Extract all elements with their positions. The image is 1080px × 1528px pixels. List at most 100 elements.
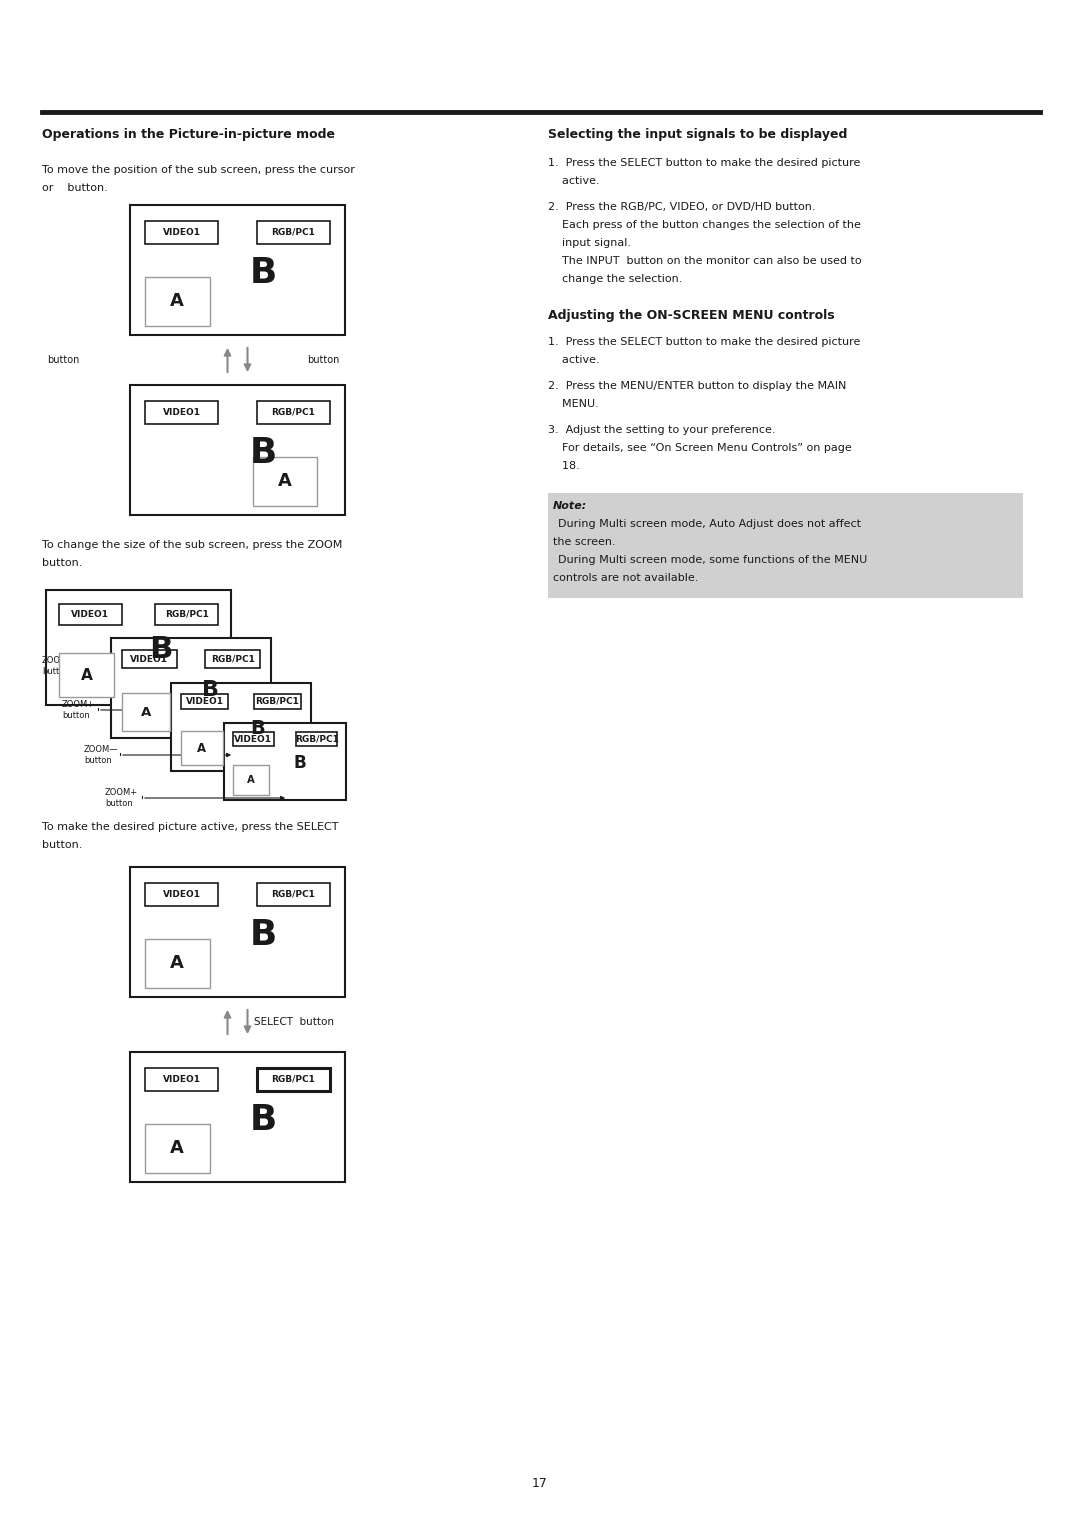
Text: B: B	[249, 1103, 276, 1137]
Text: RGB/PC1: RGB/PC1	[211, 654, 255, 663]
Text: B: B	[149, 636, 173, 665]
Bar	[257, 220, 330, 244]
Bar	[130, 205, 345, 335]
Text: input signal.: input signal.	[548, 238, 631, 248]
Bar	[257, 1068, 330, 1091]
Text: button: button	[62, 711, 90, 720]
Bar	[59, 654, 114, 697]
Text: VIDEO1: VIDEO1	[71, 610, 109, 619]
Bar	[130, 866, 345, 996]
Text: B: B	[294, 753, 306, 772]
Text: The INPUT  button on the monitor can also be used to: The INPUT button on the monitor can also…	[548, 257, 862, 266]
Text: A: A	[198, 741, 206, 755]
Text: 2.  Press the MENU/ENTER button to display the MAIN: 2. Press the MENU/ENTER button to displa…	[548, 380, 847, 391]
Bar	[253, 457, 318, 506]
Text: or    button.: or button.	[42, 183, 108, 193]
Bar	[122, 649, 177, 668]
Bar	[145, 883, 218, 906]
Text: A: A	[171, 1140, 185, 1157]
Text: Each press of the button changes the selection of the: Each press of the button changes the sel…	[548, 220, 861, 231]
Text: 1.  Press the SELECT button to make the desired picture: 1. Press the SELECT button to make the d…	[548, 338, 861, 347]
Bar	[257, 883, 330, 906]
Text: Note:: Note:	[553, 501, 588, 510]
Bar	[130, 385, 345, 515]
Text: VIDEO1: VIDEO1	[163, 1074, 201, 1083]
Text: ZOOM+: ZOOM+	[62, 700, 95, 709]
Text: button: button	[48, 354, 79, 365]
Text: 1.  Press the SELECT button to make the desired picture: 1. Press the SELECT button to make the d…	[548, 157, 861, 168]
Text: RGB/PC1: RGB/PC1	[164, 610, 208, 619]
Text: 3.  Adjust the setting to your preference.: 3. Adjust the setting to your preference…	[548, 425, 775, 435]
Bar	[156, 604, 218, 625]
Text: Operations in the Picture-in-picture mode: Operations in the Picture-in-picture mod…	[42, 128, 335, 141]
Text: For details, see “On Screen Menu Controls” on page: For details, see “On Screen Menu Control…	[548, 443, 852, 452]
Text: change the selection.: change the selection.	[548, 274, 683, 284]
Text: To move the position of the sub screen, press the cursor: To move the position of the sub screen, …	[42, 165, 355, 176]
Text: During Multi screen mode, some functions of the MENU: During Multi screen mode, some functions…	[558, 555, 867, 565]
Bar	[180, 694, 228, 709]
Text: To make the desired picture active, press the SELECT: To make the desired picture active, pres…	[42, 822, 338, 833]
Text: B: B	[202, 680, 218, 700]
Bar	[145, 220, 218, 244]
Bar	[257, 400, 330, 423]
Text: button: button	[308, 354, 340, 365]
Bar	[122, 694, 171, 730]
Text: A: A	[141, 706, 151, 718]
Bar	[130, 1051, 345, 1183]
Text: B: B	[251, 720, 266, 738]
Text: A: A	[81, 668, 93, 683]
Bar	[180, 732, 222, 766]
Text: ZOOM—: ZOOM—	[84, 746, 119, 753]
Text: controls are not available.: controls are not available.	[553, 573, 699, 584]
Text: VIDEO1: VIDEO1	[163, 889, 201, 898]
Text: ZOOM+: ZOOM+	[105, 788, 138, 798]
Text: A: A	[278, 472, 292, 490]
Bar	[145, 1068, 218, 1091]
Bar	[548, 494, 1023, 597]
Text: RGB/PC1: RGB/PC1	[271, 228, 315, 237]
Text: RGB/PC1: RGB/PC1	[271, 889, 315, 898]
Text: VIDEO1: VIDEO1	[163, 228, 201, 237]
Text: Selecting the input signals to be displayed: Selecting the input signals to be displa…	[548, 128, 848, 141]
Text: 18.: 18.	[548, 461, 580, 471]
Text: RGB/PC1: RGB/PC1	[256, 697, 299, 706]
Text: To change the size of the sub screen, press the ZOOM: To change the size of the sub screen, pr…	[42, 539, 342, 550]
Text: VIDEO1: VIDEO1	[234, 735, 272, 744]
Text: Adjusting the ON-SCREEN MENU controls: Adjusting the ON-SCREEN MENU controls	[548, 309, 835, 322]
Bar	[232, 766, 269, 795]
Text: ZOOM—: ZOOM—	[42, 656, 77, 665]
Text: RGB/PC1: RGB/PC1	[271, 408, 315, 417]
Bar	[145, 400, 218, 423]
Bar	[46, 590, 231, 704]
Bar	[145, 938, 210, 989]
Bar	[296, 732, 337, 746]
Text: 17: 17	[532, 1478, 548, 1490]
Text: B: B	[249, 435, 276, 469]
Bar	[145, 1123, 210, 1174]
Text: button.: button.	[42, 840, 82, 850]
Text: MENU.: MENU.	[548, 399, 598, 410]
Bar	[224, 723, 346, 801]
Bar	[111, 639, 271, 738]
Text: VIDEO1: VIDEO1	[186, 697, 224, 706]
Text: the screen.: the screen.	[553, 536, 616, 547]
Text: 2.  Press the RGB/PC, VIDEO, or DVD/HD button.: 2. Press the RGB/PC, VIDEO, or DVD/HD bu…	[548, 202, 815, 212]
Bar	[232, 732, 274, 746]
Text: button.: button.	[42, 558, 82, 568]
Bar	[145, 277, 210, 325]
Bar	[205, 649, 260, 668]
Text: SELECT  button: SELECT button	[254, 1018, 334, 1027]
Text: RGB/PC1: RGB/PC1	[295, 735, 339, 744]
Bar	[59, 604, 122, 625]
Text: A: A	[171, 292, 185, 310]
Text: button: button	[105, 799, 133, 808]
Text: active.: active.	[548, 354, 599, 365]
Text: RGB/PC1: RGB/PC1	[271, 1074, 315, 1083]
Text: button: button	[84, 756, 111, 766]
Text: active.: active.	[548, 176, 599, 186]
Text: A: A	[247, 775, 255, 785]
Text: During Multi screen mode, Auto Adjust does not affect: During Multi screen mode, Auto Adjust do…	[558, 520, 861, 529]
Text: VIDEO1: VIDEO1	[163, 408, 201, 417]
Bar	[171, 683, 311, 772]
Bar	[254, 694, 301, 709]
